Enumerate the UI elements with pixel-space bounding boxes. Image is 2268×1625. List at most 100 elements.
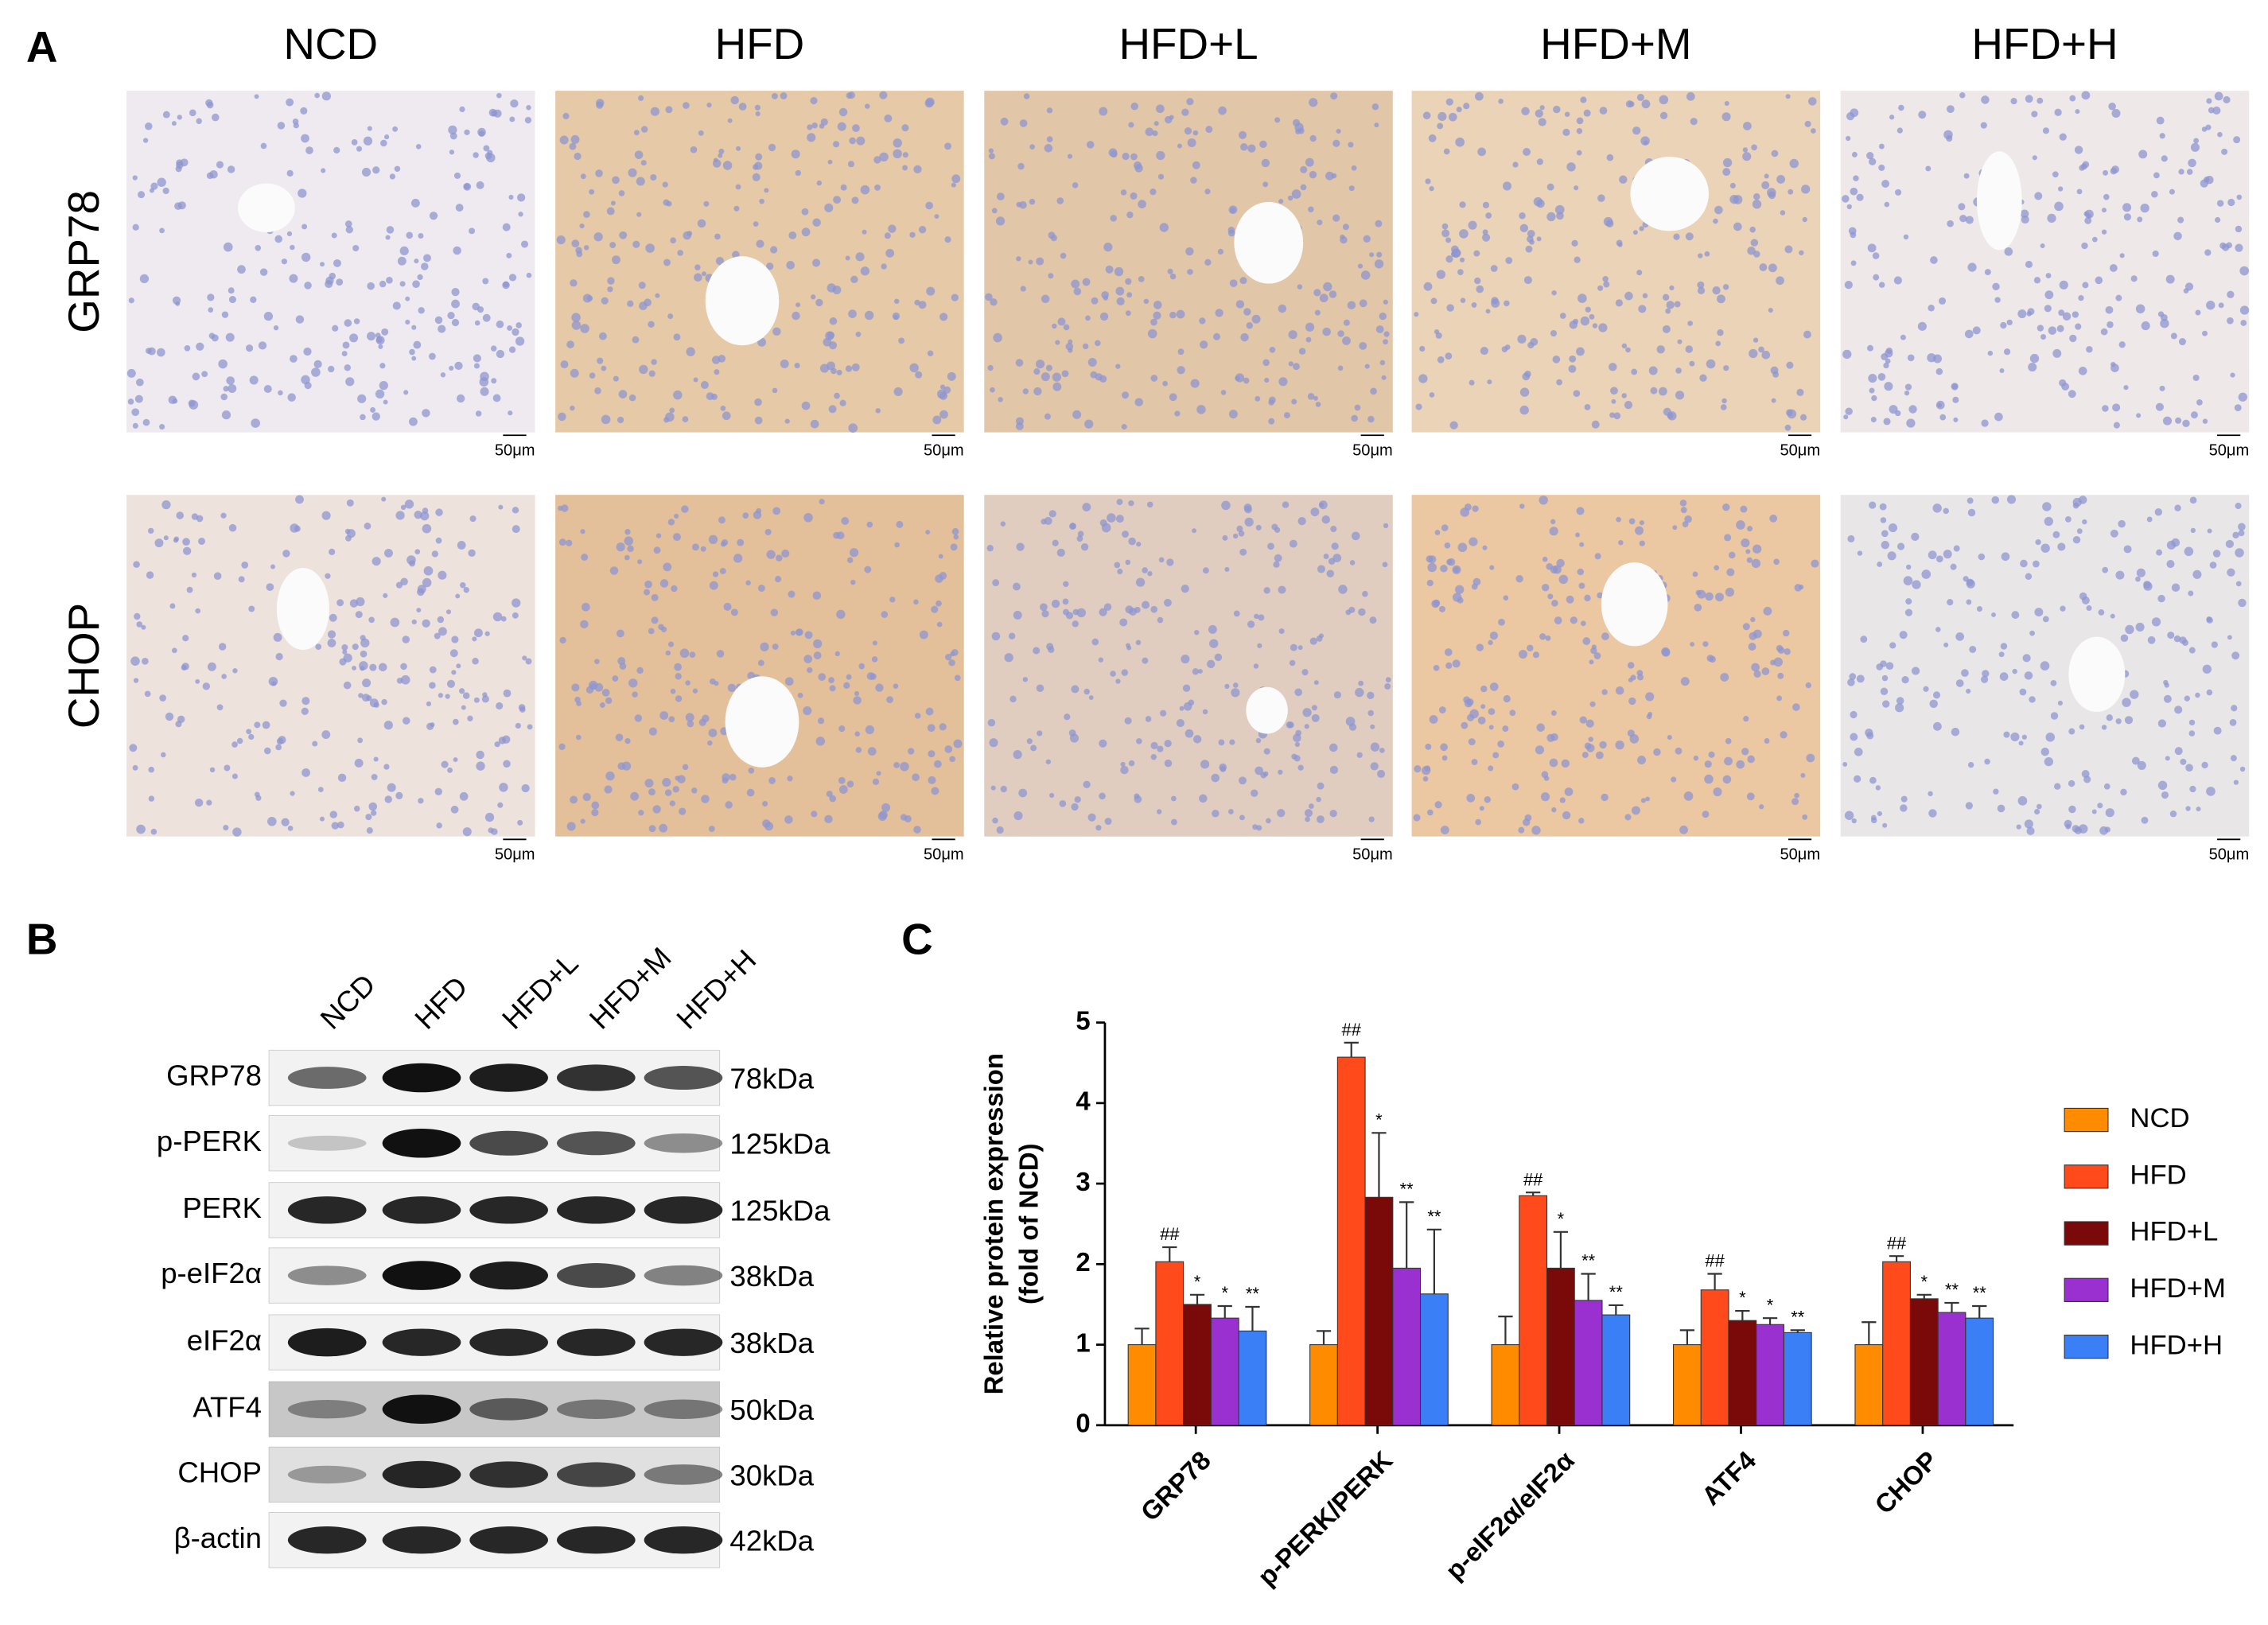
nucleus: [1355, 687, 1364, 698]
nucleus: [570, 134, 580, 144]
nucleus: [342, 649, 348, 655]
nucleus: [1429, 185, 1434, 192]
nucleus: [2123, 213, 2131, 221]
nucleus: [145, 348, 152, 354]
nucleus: [344, 364, 351, 371]
nucleus: [597, 357, 604, 364]
nucleus: [632, 240, 640, 248]
nucleus: [1761, 667, 1770, 675]
nucleus: [1433, 599, 1441, 607]
nucleus: [846, 557, 854, 563]
nucleus: [838, 776, 846, 784]
nucleus: [772, 327, 781, 336]
nucleus: [1176, 718, 1185, 728]
nucleus: [1635, 526, 1644, 535]
nucleus: [1136, 542, 1142, 547]
nucleus: [691, 543, 699, 551]
nucleus: [1022, 677, 1029, 682]
nucleus: [1455, 137, 1465, 147]
nucleus: [1157, 809, 1162, 814]
nucleus: [1551, 600, 1558, 607]
legend-label: HFD+M: [2130, 1273, 2226, 1304]
nucleus: [484, 631, 490, 636]
nucleus: [1571, 239, 1578, 247]
nucleus: [834, 392, 840, 399]
nucleus: [463, 586, 469, 593]
nucleus: [1522, 372, 1531, 381]
nucleus: [1369, 252, 1375, 258]
nucleus: [1287, 721, 1294, 729]
nucleus: [1044, 413, 1051, 420]
nucleus: [373, 702, 379, 708]
nucleus: [493, 109, 502, 118]
nucleus: [332, 325, 339, 332]
nucleus: [406, 231, 414, 239]
nucleus: [1580, 620, 1586, 627]
nucleus: [1925, 165, 1931, 172]
nucleus: [1311, 705, 1317, 711]
nucleus: [1697, 281, 1705, 289]
nucleus: [1519, 503, 1525, 509]
nucleus: [2029, 630, 2035, 636]
nucleus: [1370, 742, 1380, 752]
nucleus: [1317, 782, 1325, 790]
nucleus: [1773, 558, 1780, 566]
nucleus: [1636, 93, 1644, 101]
nucleus: [397, 256, 407, 266]
nucleus: [2239, 305, 2250, 315]
nucleus: [1422, 111, 1431, 120]
nucleus: [1422, 776, 1429, 782]
nucleus: [939, 313, 948, 321]
nucleus: [2171, 538, 2180, 547]
nucleus: [939, 723, 947, 731]
nucleus: [1648, 711, 1653, 717]
nucleus: [1722, 775, 1732, 784]
nucleus: [636, 212, 642, 217]
nucleus: [1628, 518, 1636, 525]
nucleus: [928, 776, 936, 784]
nucleus: [1022, 388, 1029, 395]
nucleus: [1591, 420, 1600, 429]
nucleus: [1000, 785, 1007, 793]
nucleus: [1083, 688, 1090, 695]
nucleus: [730, 608, 738, 616]
nucleus: [1379, 748, 1385, 753]
nucleus: [1379, 360, 1386, 366]
nucleus: [449, 365, 454, 371]
nucleus: [1658, 387, 1667, 396]
nucleus: [1577, 294, 1587, 303]
nucleus: [772, 643, 779, 650]
nucleus: [2137, 216, 2143, 223]
band: [287, 1526, 367, 1554]
nucleus: [1290, 643, 1297, 651]
nucleus: [1566, 162, 1576, 172]
band: [382, 1261, 461, 1290]
nucleus: [1698, 253, 1703, 259]
nucleus: [1631, 368, 1638, 375]
nucleus: [519, 706, 526, 713]
protein-label: GRP78: [166, 1059, 262, 1092]
nucleus: [1808, 97, 1817, 106]
nucleus: [569, 142, 577, 150]
nucleus: [469, 227, 476, 235]
nucleus: [216, 704, 224, 711]
nucleus: [1993, 788, 1999, 795]
nucleus: [617, 416, 624, 424]
nucleus: [2010, 732, 2020, 741]
nucleus: [987, 364, 994, 371]
nucleus: [1564, 111, 1570, 117]
nucleus: [1959, 214, 1967, 223]
nucleus: [1472, 505, 1479, 512]
nucleus: [827, 159, 833, 165]
nucleus: [624, 554, 630, 561]
nucleus: [2130, 690, 2139, 699]
nucleus: [1628, 101, 1635, 107]
nucleus: [1714, 205, 1723, 215]
nucleus: [171, 121, 177, 126]
nucleus: [148, 795, 155, 802]
nucleus: [1209, 639, 1219, 648]
nucleus: [601, 365, 607, 371]
nucleus: [1457, 542, 1468, 553]
nucleus: [1850, 108, 1859, 118]
nucleus: [1597, 592, 1604, 599]
